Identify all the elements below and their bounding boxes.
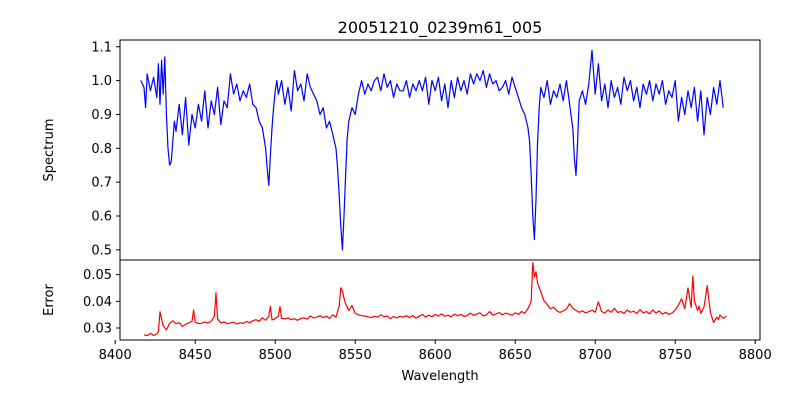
spectrum-ylabel: Spectrum — [42, 119, 57, 182]
spectrum-y-tick-label: 0.7 — [91, 176, 112, 191]
spectrum-y-tick-label: 0.9 — [91, 108, 112, 123]
error-y-tick-label: 0.05 — [83, 268, 112, 283]
spectrum-y-tick-label: 1.0 — [91, 74, 112, 89]
error-y-axis: 0.03 0.04 0.05 — [83, 268, 120, 337]
spectrum-y-tick-label: 0.6 — [91, 210, 112, 225]
x-tick-label: 8800 — [739, 348, 772, 363]
x-tick-label: 8600 — [419, 348, 452, 363]
spectrum-panel: 0.5 0.6 0.7 0.8 0.9 1.0 1.1 Spectrum — [42, 39, 761, 261]
error-panel: 0.03 0.04 0.05 Error — [42, 259, 761, 341]
x-axis: 8400 8450 8500 8550 8600 8650 8700 8750 8800 — [99, 340, 772, 363]
spectrum-line-0 — [140, 49, 724, 251]
error-y-tick-label: 0.03 — [83, 322, 112, 337]
x-tick-label: 8550 — [339, 348, 372, 363]
x-tick-label: 8500 — [259, 348, 292, 363]
spectrum-y-tick-label: 0.8 — [91, 142, 112, 157]
chart-title: 20051210_0239m61_005 — [338, 18, 543, 38]
spectrum-axes-frame — [119, 39, 761, 261]
error-y-tick-label: 0.04 — [83, 295, 112, 310]
spectrum-y-tick-label: 0.5 — [91, 243, 112, 258]
error-line-0 — [143, 262, 727, 337]
spectrum-y-tick-label: 1.1 — [91, 40, 112, 55]
x-tick-label: 8450 — [179, 348, 212, 363]
x-tick-label: 8700 — [579, 348, 612, 363]
spectrum-series — [140, 49, 724, 251]
error-axes-frame — [119, 259, 761, 341]
error-ylabel: Error — [42, 284, 57, 316]
x-axis-label: Wavelength — [401, 369, 478, 384]
x-tick-label: 8400 — [99, 348, 132, 363]
x-tick-label: 8650 — [499, 348, 532, 363]
x-tick-label: 8750 — [659, 348, 692, 363]
error-series — [143, 262, 727, 337]
spectrum-y-axis: 0.5 0.6 0.7 0.8 0.9 1.0 1.1 — [91, 40, 120, 258]
